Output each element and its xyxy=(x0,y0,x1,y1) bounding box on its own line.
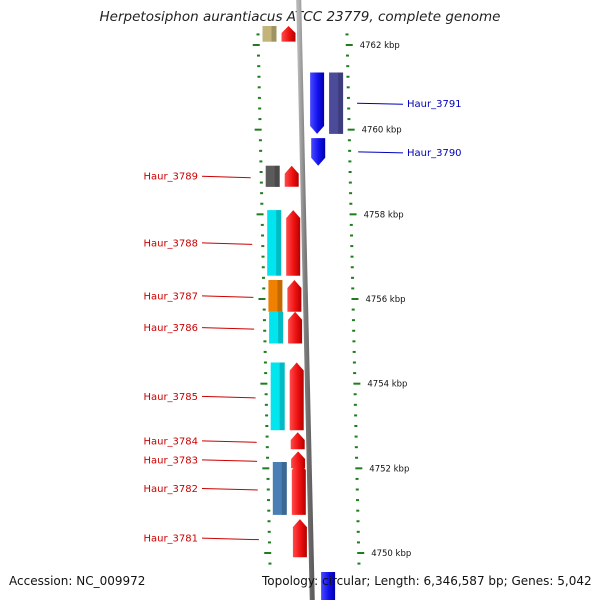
tick-label: 4758 kbp xyxy=(364,210,404,220)
tick-label: 4754 kbp xyxy=(367,380,407,390)
cog-block-shade xyxy=(338,72,344,134)
gene-label: Haur_3784 xyxy=(143,436,198,447)
cog-category-block xyxy=(272,462,287,515)
gene-features xyxy=(262,26,344,600)
gene-label: Haur_3782 xyxy=(143,484,198,495)
tick-label: 4752 kbp xyxy=(369,464,409,474)
genome-backbone xyxy=(296,0,315,600)
cog-block-shade xyxy=(281,462,287,515)
cog-category-block xyxy=(329,72,344,134)
gene-leader-line xyxy=(201,295,254,298)
cog-block-shade xyxy=(276,210,282,276)
cds-forward-arrow xyxy=(291,451,306,469)
tick-label: 4756 kbp xyxy=(365,295,405,305)
gene-leader-line xyxy=(357,102,404,105)
gene-leader-line xyxy=(201,459,258,462)
gene-label: Haur_3791 xyxy=(407,99,462,110)
topology-text: Topology: circular; Length: 6,346,587 bp… xyxy=(262,574,592,588)
cds-forward-arrow xyxy=(287,280,302,312)
cog-category-block xyxy=(265,165,280,187)
gene-leader-line xyxy=(201,327,255,330)
cog-category-block xyxy=(268,280,283,312)
cds-forward-arrow xyxy=(292,519,307,558)
gene-leader-line xyxy=(201,242,253,245)
gene-label: Haur_3785 xyxy=(143,392,198,403)
gene-label: Haur_3790 xyxy=(407,148,462,159)
cog-category-block xyxy=(267,210,282,276)
cog-category-block xyxy=(269,311,284,344)
gene-leader-line xyxy=(201,395,256,399)
cog-block-shade xyxy=(271,26,277,42)
cds-forward-arrow xyxy=(289,362,304,431)
cds-reverse-arrow xyxy=(311,138,326,166)
cog-block-shade xyxy=(277,280,283,312)
gene-label: Haur_3781 xyxy=(143,534,198,545)
tick-marks: 4762 kbp 4760 kbp 4758 kbp 4756 kbp 4754 kbp… xyxy=(252,33,411,565)
cds-forward-arrow xyxy=(290,432,305,450)
cog-category-block xyxy=(270,362,285,431)
gene-leader-line xyxy=(201,487,258,491)
cog-block-shade xyxy=(278,311,284,344)
genome-backbone-line xyxy=(296,0,315,600)
cds-reverse-arrow xyxy=(310,72,325,134)
gene-leader-line xyxy=(201,537,259,541)
gene-label: Haur_3786 xyxy=(143,323,198,334)
tick-label: 4760 kbp xyxy=(362,126,402,136)
cog-block-shade xyxy=(274,165,280,187)
gene-leader-line xyxy=(201,440,257,443)
gene-label: Haur_3787 xyxy=(143,291,198,302)
gene-labels: Haur_3791 Haur_3790 Haur_3789 Haur_3788 Haur… xyxy=(143,99,461,544)
gene-label: Haur_3788 xyxy=(143,238,198,249)
tick-label: 4762 kbp xyxy=(360,41,400,51)
gene-leader-line xyxy=(201,175,251,179)
tick-label: 4750 kbp xyxy=(371,549,411,559)
gene-leader-line xyxy=(358,151,404,154)
cds-forward-arrow xyxy=(281,26,296,42)
gene-label: Haur_3789 xyxy=(143,172,198,183)
cds-forward-arrow xyxy=(288,311,303,344)
cog-category-block xyxy=(262,26,277,42)
cog-block-shade xyxy=(279,362,285,431)
cds-forward-arrow xyxy=(291,462,306,515)
cds-reverse-arrow xyxy=(321,572,336,600)
gene-label: Haur_3783 xyxy=(143,455,198,466)
cds-forward-arrow xyxy=(286,210,301,276)
accession-text: Accession: NC_009972 xyxy=(9,574,146,588)
cds-forward-arrow xyxy=(284,165,299,187)
